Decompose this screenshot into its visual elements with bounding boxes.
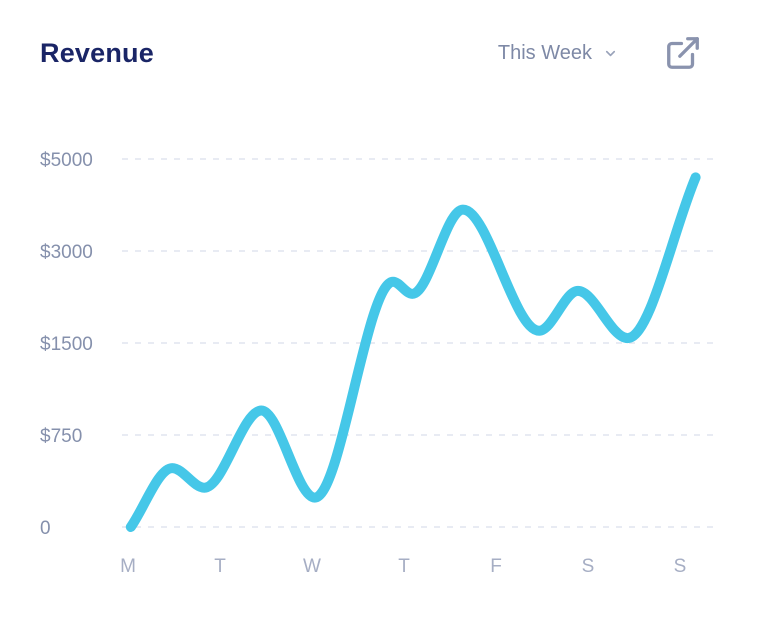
external-link-icon xyxy=(664,34,702,72)
x-axis-day-label: M xyxy=(120,556,136,577)
y-axis-tick-label: 0 xyxy=(40,518,51,539)
y-axis-tick-label: $3000 xyxy=(40,242,93,263)
x-axis-day-label: T xyxy=(214,556,226,577)
x-axis-day-label: T xyxy=(398,556,410,577)
revenue-line xyxy=(125,172,701,532)
x-axis-day-label: F xyxy=(490,556,502,577)
y-axis-tick-label: $750 xyxy=(40,426,82,447)
header-actions: This Week xyxy=(498,34,702,72)
period-selector-label: This Week xyxy=(497,41,592,64)
x-axis-day-label: W xyxy=(303,556,321,577)
chevron-down-icon xyxy=(603,46,618,61)
x-axis-day-label: S xyxy=(674,556,687,577)
y-axis-tick-label: $1500 xyxy=(40,334,93,355)
y-axis-tick-label: $5000 xyxy=(40,150,93,171)
card-header: Revenue This Week xyxy=(0,0,760,72)
x-axis-day-label: S xyxy=(582,556,595,577)
external-link-button[interactable] xyxy=(664,34,702,72)
page-title: Revenue xyxy=(40,37,154,68)
period-selector[interactable]: This Week xyxy=(498,42,618,65)
